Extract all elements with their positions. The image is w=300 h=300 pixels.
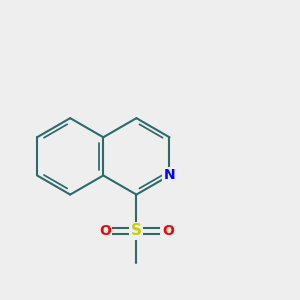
Text: S: S xyxy=(131,224,142,238)
Text: O: O xyxy=(99,224,111,238)
Text: N: N xyxy=(164,169,175,182)
Text: O: O xyxy=(162,224,174,238)
